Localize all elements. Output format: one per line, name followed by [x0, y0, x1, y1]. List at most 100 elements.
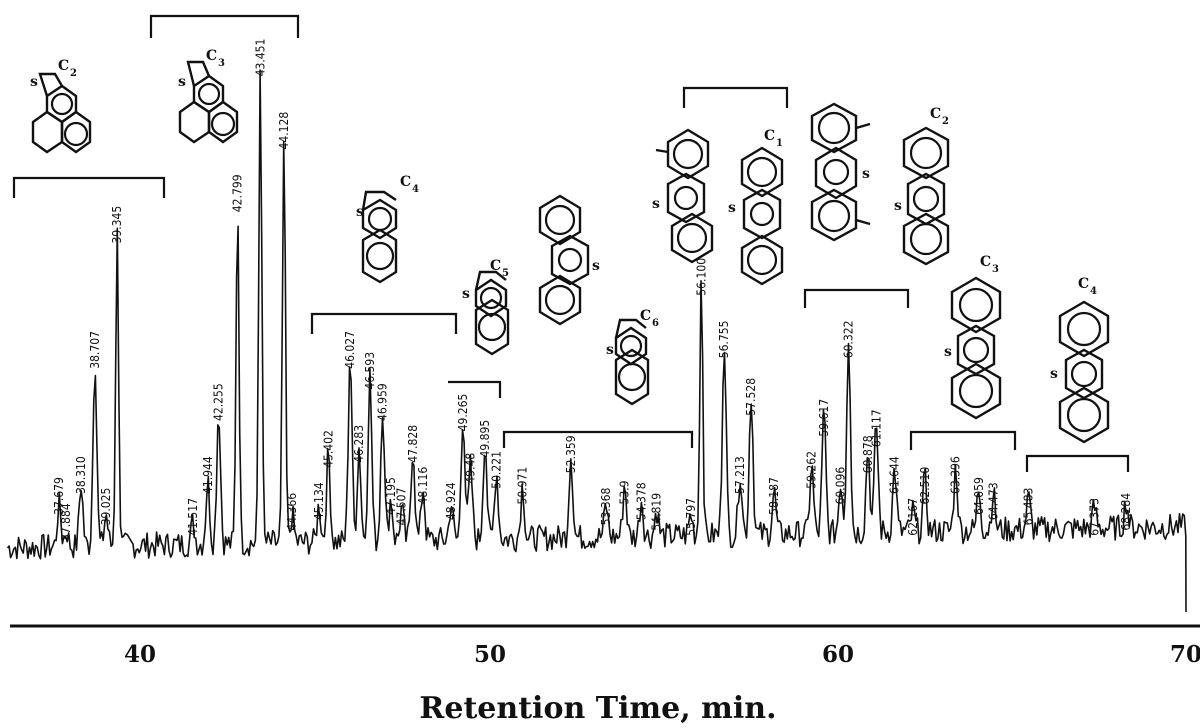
peak-label: 49.265	[456, 394, 470, 432]
peak-label: 53.9	[618, 480, 632, 504]
peak-label: 45.402	[321, 430, 335, 468]
x-axis-title: Retention Time, min.	[419, 691, 776, 726]
svg-text:s: s	[652, 196, 660, 212]
svg-text:s: s	[592, 258, 600, 274]
peak-label: 60.096	[834, 467, 848, 505]
structure-methyl-dbt-a: s	[652, 128, 714, 264]
peak-label: 47.828	[406, 425, 420, 463]
peak-label: 47.195	[384, 477, 398, 515]
svg-text:s: s	[728, 200, 736, 216]
bracket-c4	[310, 312, 458, 334]
svg-text:C: C	[1078, 276, 1089, 292]
peak-label: 64.473	[986, 482, 1000, 520]
peak-label: 56.755	[717, 321, 731, 359]
peak-label: 53.368	[599, 488, 613, 526]
peak-label: 41.517	[186, 498, 200, 536]
peak-label: 49.48	[464, 453, 478, 484]
svg-text:4: 4	[412, 184, 419, 195]
peak-label: 42.255	[212, 383, 226, 421]
svg-text:2: 2	[942, 116, 949, 127]
peak-label: 48.924	[444, 482, 458, 520]
svg-text:5: 5	[502, 268, 509, 279]
x-tick-label-60: 60	[822, 641, 854, 668]
svg-text:s: s	[462, 286, 470, 302]
peak-label: 45.134	[312, 482, 326, 520]
x-tick-labels: 40 50 60 70	[124, 641, 1200, 668]
bracket-dmdbt	[803, 288, 910, 308]
svg-text:s: s	[356, 204, 364, 220]
svg-text:C: C	[640, 308, 651, 324]
svg-text:s: s	[944, 344, 952, 360]
peak-label: 44.128	[277, 112, 291, 150]
svg-text:s: s	[30, 74, 38, 90]
svg-text:3: 3	[218, 58, 225, 69]
peak-label: 41.944	[201, 456, 215, 494]
group-brackets	[12, 14, 1130, 472]
peak-label: 57.528	[744, 378, 758, 416]
peak-label: 58.187	[767, 477, 781, 515]
svg-text:4: 4	[1090, 286, 1097, 297]
svg-text:C: C	[400, 174, 411, 190]
peak-label: 54.819	[650, 493, 664, 531]
peak-label: 54.378	[634, 482, 648, 520]
peak-label: 39.025	[99, 488, 113, 526]
bracket-dbt-c4	[1025, 454, 1130, 472]
svg-text:6: 6	[652, 318, 659, 329]
bracket-c5	[448, 380, 502, 398]
x-tick-label-50: 50	[474, 641, 506, 668]
bracket-dbt-c1	[682, 86, 789, 108]
svg-text:C: C	[930, 106, 941, 122]
peak-label: 50.221	[489, 451, 503, 489]
peak-label: 46.027	[343, 331, 357, 369]
peak-label: 62.167	[906, 498, 920, 536]
peak-label: 56.100	[694, 258, 708, 296]
svg-text:s: s	[862, 166, 870, 182]
svg-text:C: C	[490, 258, 501, 274]
peak-label: 59.617	[817, 399, 831, 437]
svg-text:C: C	[58, 58, 69, 74]
peak-label: 42.799	[231, 174, 245, 212]
peak-label: 38.310	[74, 456, 88, 494]
peak-label: 38.707	[88, 331, 102, 369]
peak-label: 43.451	[253, 39, 267, 77]
svg-text:s: s	[178, 74, 186, 90]
x-tick-label-40: 40	[124, 641, 156, 668]
peak-label: 61.117	[869, 409, 883, 447]
bracket-c2	[12, 176, 166, 198]
peak-label: 52.359	[564, 435, 578, 473]
peak-label: 49.895	[478, 420, 492, 458]
svg-text:s: s	[606, 342, 614, 358]
structure-dimethyl-dbt: s	[810, 102, 871, 242]
peak-label: 60.322	[842, 321, 856, 359]
chromatogram-trace	[6, 69, 1187, 613]
peak-label: 61.644	[888, 456, 902, 494]
peak-label: 62.510	[918, 467, 932, 505]
peak-label: 64.059	[972, 477, 986, 515]
svg-text:s: s	[894, 198, 902, 214]
peak-label: 60.878	[861, 435, 875, 473]
peak-label: 46.283	[352, 425, 366, 463]
peak-label: 39.345	[110, 206, 124, 244]
bracket-c3	[149, 14, 300, 38]
peak-label: 48.116	[416, 467, 430, 505]
peak-label: 65.483	[1022, 488, 1036, 526]
svg-text:2: 2	[70, 68, 77, 79]
peak-label: 47.507	[395, 488, 409, 526]
structure-dibenzothiophene: s	[538, 194, 600, 326]
peak-label: 50.971	[516, 467, 530, 505]
svg-text:3: 3	[992, 264, 999, 275]
peak-label: 55.797	[684, 498, 698, 536]
peak-label: 37.884	[59, 503, 73, 541]
x-tick-label-70: 70	[1170, 641, 1200, 668]
svg-text:C: C	[764, 128, 775, 144]
peak-label: 46.959	[376, 383, 390, 421]
peak-label: 44.366	[285, 493, 299, 531]
